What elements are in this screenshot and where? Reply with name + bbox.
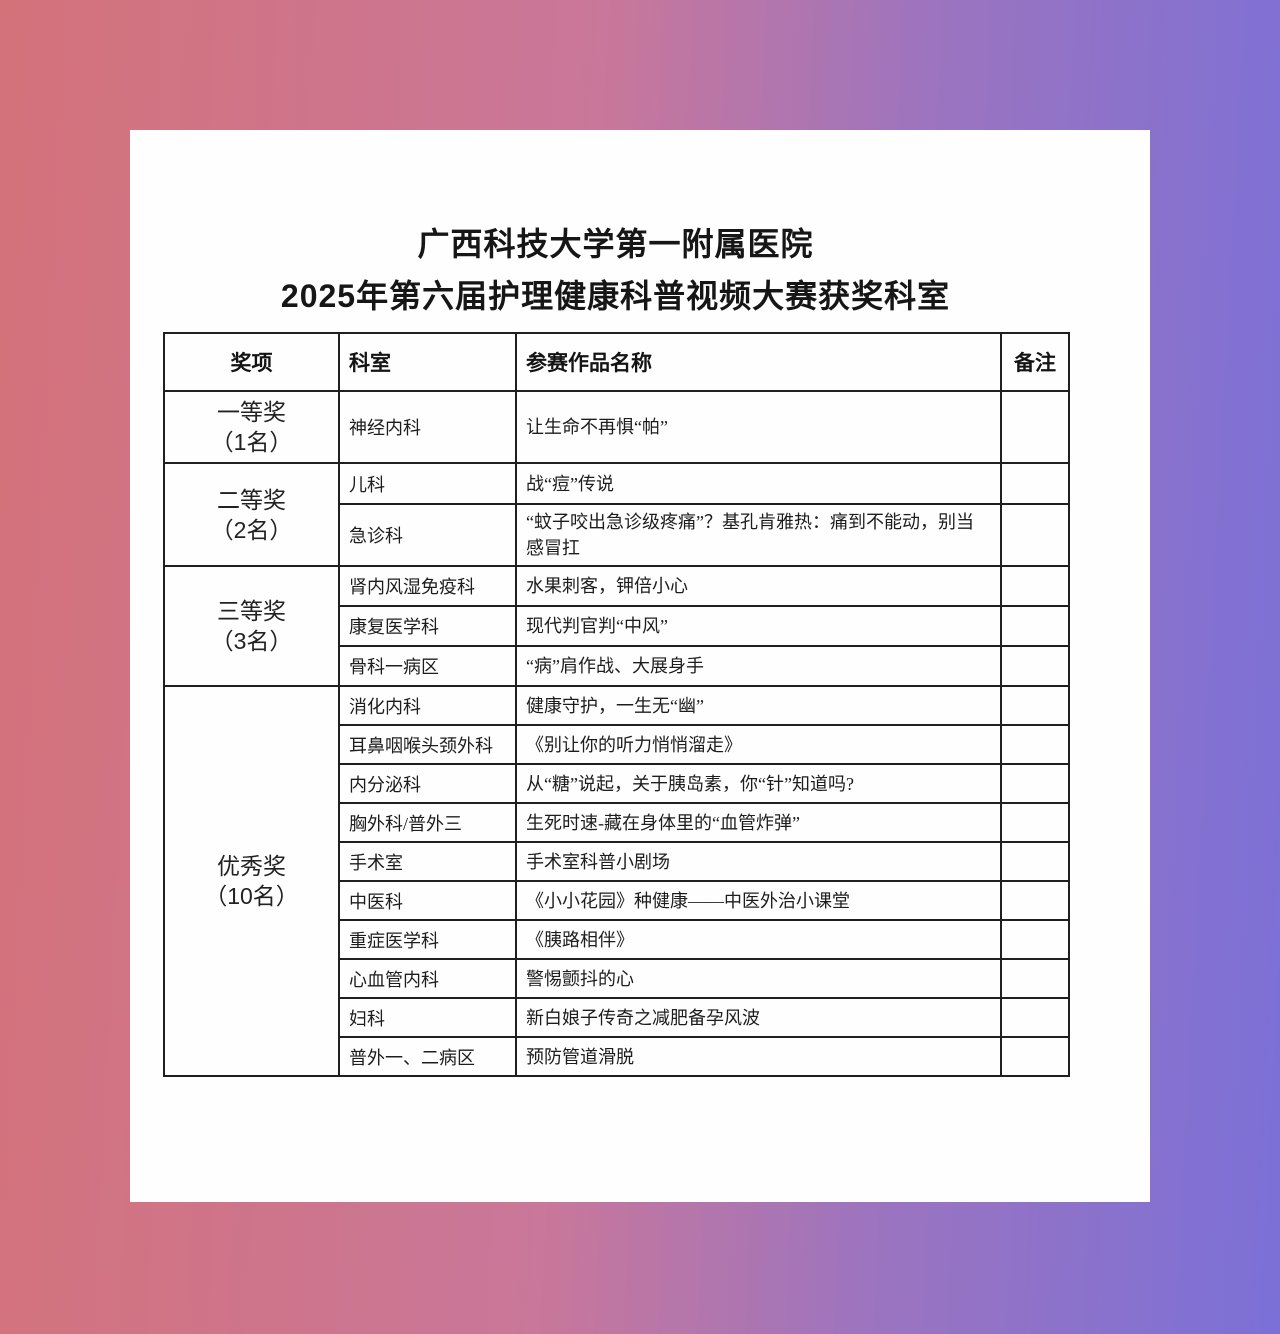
work-cell: 让生命不再惧“帕”: [515, 390, 1002, 464]
document-content: 广西科技大学第一附属医院 2025年第六届护理健康科普视频大赛获奖科室 奖项 科…: [163, 130, 1070, 1077]
awards-table: 奖项 科室 参赛作品名称 备注 一等奖 （1名） 神经内科 让生命不再惧“帕”: [163, 332, 1070, 1077]
note-cell: [1000, 802, 1070, 843]
dept-cell: 儿科: [338, 462, 517, 505]
award-group-cell: 一等奖 （1名）: [163, 390, 340, 464]
note-cell: [1000, 724, 1070, 765]
award-group-cell: 三等奖 （3名）: [163, 565, 340, 687]
dept-cell: 耳鼻咽喉头颈外科: [338, 724, 517, 765]
award-count: （1名）: [210, 429, 293, 455]
note-cell: [1000, 958, 1070, 999]
note-cell: [1000, 503, 1070, 567]
award-count: （3名）: [210, 628, 293, 654]
dept-cell: 心血管内科: [338, 958, 517, 999]
note-cell: [1000, 462, 1070, 505]
dept-cell: 骨科一病区: [338, 645, 517, 687]
work-cell: 警惕颤抖的心: [515, 958, 1002, 999]
table-row: 普外一、二病区 预防管道滑脱: [164, 1036, 1070, 1077]
work-cell: 从“糖”说起，关于胰岛素，你“针”知道吗?: [515, 763, 1002, 804]
work-cell: “病”肩作战、大展身手: [515, 645, 1002, 687]
work-cell: 手术室科普小剧场: [515, 841, 1002, 882]
work-cell: 战“痘”传说: [515, 462, 1002, 505]
table-row: 重症医学科 《胰路相伴》: [164, 919, 1070, 960]
table-row: 一等奖 （1名） 神经内科 让生命不再惧“帕”: [163, 390, 1070, 464]
note-cell: [1000, 841, 1070, 882]
work-cell: “蚊子咬出急诊级疼痛”？基孔肯雅热：痛到不能动，别当感冒扛: [515, 503, 1002, 567]
award-count: （10名）: [204, 883, 299, 909]
table-row: 耳鼻咽喉头颈外科 《别让你的听力悄悄溜走》: [164, 724, 1070, 765]
work-cell: 《小小花园》种健康——中医外治小课堂: [515, 880, 1002, 921]
note-cell: [1000, 605, 1070, 647]
page-subtitle: 2025年第六届护理健康科普视频大赛获奖科室: [280, 278, 951, 314]
table-row: 三等奖 （3名） 肾内风湿免疫科 水果刺客，钾倍小心: [163, 565, 1070, 687]
award-name: 三等奖: [217, 598, 286, 624]
work-cell: 《别让你的听力悄悄溜走》: [515, 724, 1002, 765]
table-row: 妇科 新白娘子传奇之减肥备孕风波: [164, 997, 1070, 1038]
note-cell: [1000, 880, 1070, 921]
award-name: 二等奖: [217, 486, 286, 513]
note-cell: [1000, 685, 1070, 726]
work-cell: 健康守护，一生无“幽”: [515, 685, 1002, 726]
table-row: 胸外科/普外三 生死时速-藏在身体里的“血管炸弹”: [164, 802, 1070, 843]
note-cell: [1000, 763, 1070, 804]
work-cell: 生死时速-藏在身体里的“血管炸弹”: [515, 802, 1002, 843]
work-cell: 预防管道滑脱: [515, 1036, 1002, 1077]
col-header-work: 参赛作品名称: [515, 332, 1002, 392]
note-cell: [1000, 645, 1070, 687]
work-cell: 现代判官判“中风”: [515, 605, 1002, 647]
col-header-note: 备注: [1000, 332, 1070, 392]
award-group-cell: 优秀奖 （10名）: [163, 685, 340, 1077]
dept-cell: 中医科: [338, 880, 517, 921]
table-row: 急诊科 “蚊子咬出急诊级疼痛”？基孔肯雅热：痛到不能动，别当感冒扛: [164, 503, 1070, 567]
table-row: 内分泌科 从“糖”说起，关于胰岛素，你“针”知道吗?: [164, 763, 1070, 804]
dept-cell: 康复医学科: [338, 605, 517, 647]
dept-cell: 神经内科: [338, 390, 517, 464]
table-row: 中医科 《小小花园》种健康——中医外治小课堂: [164, 880, 1070, 921]
table-row: 心血管内科 警惕颤抖的心: [164, 958, 1070, 999]
dept-cell: 普外一、二病区: [338, 1036, 517, 1077]
document-card: 广西科技大学第一附属医院 2025年第六届护理健康科普视频大赛获奖科室 奖项 科…: [130, 130, 1150, 1202]
note-cell: [1000, 1036, 1070, 1077]
table-header-row: 奖项 科室 参赛作品名称 备注: [163, 332, 1070, 392]
table-row: 康复医学科 现代判官判“中风”: [164, 605, 1070, 647]
note-cell: [1000, 390, 1070, 464]
table-row: 骨科一病区 “病”肩作战、大展身手: [164, 645, 1070, 687]
work-cell: 水果刺客，钾倍小心: [515, 565, 1002, 607]
dept-cell: 重症医学科: [338, 919, 517, 960]
dept-cell: 胸外科/普外三: [338, 802, 517, 843]
work-cell: 新白娘子传奇之减肥备孕风波: [515, 997, 1002, 1038]
col-header-dept: 科室: [338, 332, 517, 392]
table-row: 优秀奖 （10名） 消化内科 健康守护，一生无“幽”: [163, 685, 1070, 1077]
dept-cell: 内分泌科: [338, 763, 517, 804]
page-title: 广西科技大学第一附属医院: [417, 226, 814, 262]
award-count: （2名）: [210, 516, 293, 543]
award-group-cell: 二等奖 （2名）: [163, 462, 340, 567]
dept-cell: 肾内风湿免疫科: [338, 565, 517, 607]
note-cell: [1000, 919, 1070, 960]
note-cell: [1000, 997, 1070, 1038]
award-name: 优秀奖: [217, 853, 286, 879]
dept-cell: 手术室: [338, 841, 517, 882]
dept-cell: 消化内科: [338, 685, 517, 726]
work-cell: 《胰路相伴》: [515, 919, 1002, 960]
col-header-award: 奖项: [163, 332, 340, 392]
note-cell: [1000, 565, 1070, 607]
dept-cell: 妇科: [338, 997, 517, 1038]
table-row: 二等奖 （2名） 儿科 战“痘”传说: [163, 462, 1070, 567]
dept-cell: 急诊科: [338, 503, 517, 567]
award-name: 一等奖: [217, 399, 286, 425]
table-row: 手术室 手术室科普小剧场: [164, 841, 1070, 882]
